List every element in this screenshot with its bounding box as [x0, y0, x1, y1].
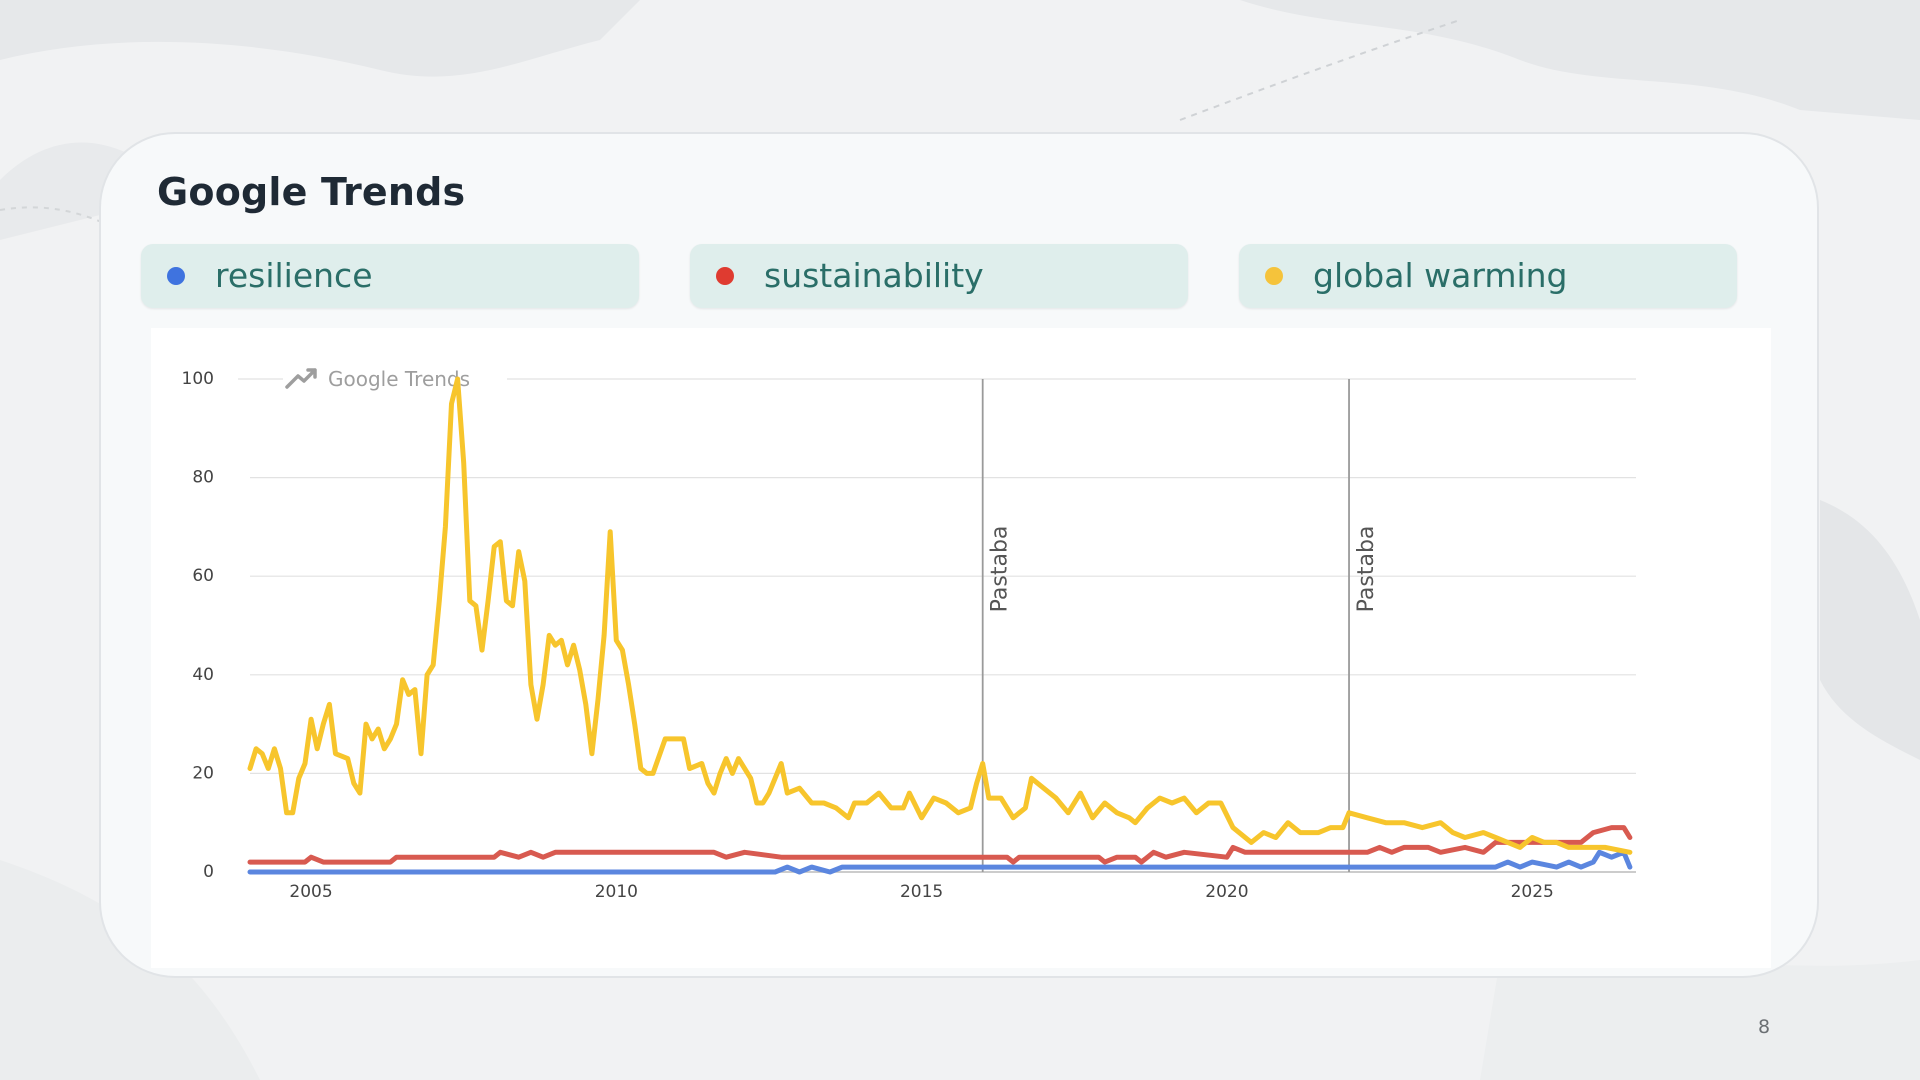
legend-label-global-warming: global warming — [1313, 256, 1568, 295]
trends-plot-area: 0 20 40 60 80 100 Google Trends 2005 2010 2015 202… — [151, 328, 1771, 968]
legend-label-sustainability: sustainability — [764, 256, 984, 295]
page-number: 8 — [1758, 1016, 1771, 1038]
legend-item-sustainability: sustainability — [690, 244, 1188, 308]
legend-dot-sustainability — [716, 267, 734, 285]
watermark-background — [283, 364, 507, 392]
legend-item-global-warming: global warming — [1239, 244, 1737, 308]
y-tick-label: 0 — [203, 862, 214, 882]
legend-label-resilience: resilience — [215, 256, 373, 295]
annotation-label: Pastaba — [1354, 526, 1379, 613]
y-tick-label: 100 — [182, 369, 214, 389]
chart-card: Google Trends resilience sustainability … — [99, 132, 1819, 978]
y-tick-label: 60 — [192, 566, 214, 586]
legend-item-resilience: resilience — [141, 244, 639, 308]
x-tick-label: 2015 — [900, 882, 943, 902]
slide-title: Google Trends — [157, 170, 466, 214]
trends-line-chart: 0 20 40 60 80 100 Google Trends 2005 2010 2015 202… — [182, 364, 1636, 902]
x-tick-label: 2025 — [1511, 882, 1554, 902]
annotation-label: Pastaba — [988, 526, 1013, 613]
x-tick-label: 2010 — [595, 882, 638, 902]
x-tick-label: 2005 — [289, 882, 332, 902]
legend-dot-global-warming — [1265, 267, 1283, 285]
watermark-label: Google Trends — [328, 367, 470, 391]
legend-dot-resilience — [167, 267, 185, 285]
trend-arrow-icon — [285, 368, 317, 389]
y-tick-label: 40 — [192, 665, 214, 685]
y-tick-label: 20 — [192, 763, 214, 783]
series-line-resilience — [247, 849, 1633, 875]
y-tick-label: 80 — [192, 468, 214, 488]
series-line-sustainability — [247, 825, 1633, 865]
series-line-global-warming — [247, 376, 1633, 855]
x-tick-label: 2020 — [1205, 882, 1248, 902]
